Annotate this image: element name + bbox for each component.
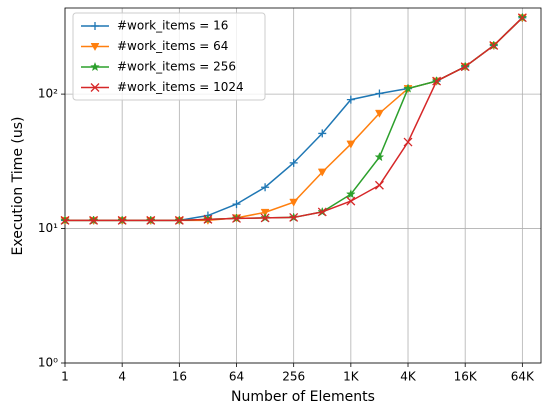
x-tick-label: 256 <box>282 370 305 384</box>
legend-label: #work_items = 256 <box>117 60 236 74</box>
marker <box>403 83 413 93</box>
marker <box>60 215 70 225</box>
marker <box>489 41 499 50</box>
x-tick-label: 64 <box>229 370 244 384</box>
marker <box>460 62 470 72</box>
marker <box>289 212 299 222</box>
y-tick-label: 10⁰ <box>38 356 58 370</box>
legend-marker <box>91 22 99 30</box>
x-axis-label: Number of Elements <box>231 389 375 405</box>
x-tick-label: 16 <box>172 370 187 384</box>
marker <box>432 76 442 86</box>
x-tick-label: 16K <box>454 370 478 384</box>
legend-marker <box>90 83 100 92</box>
marker <box>374 151 385 162</box>
marker <box>346 196 356 206</box>
x-tick-label: 64K <box>511 370 535 384</box>
marker <box>117 215 127 225</box>
y-tick-label: 10² <box>38 87 58 101</box>
y-axis-label: Execution Time (us) <box>10 117 26 256</box>
marker <box>203 214 213 224</box>
y-tick-label: 10¹ <box>38 221 58 235</box>
x-tick-label: 4 <box>118 370 126 384</box>
legend-label: #work_items = 1024 <box>117 80 244 94</box>
marker <box>346 140 356 149</box>
marker <box>289 158 298 167</box>
marker <box>232 200 241 209</box>
marker <box>146 215 156 225</box>
marker <box>289 198 299 207</box>
marker <box>260 208 270 217</box>
marker <box>403 137 413 147</box>
marker <box>345 189 356 199</box>
x-tick-label: 1K <box>343 370 360 384</box>
legend-box <box>72 12 266 101</box>
marker <box>517 13 527 23</box>
marker <box>260 213 270 223</box>
legend-label: #work_items = 64 <box>117 39 228 53</box>
legend-marker <box>90 61 100 72</box>
marker <box>318 129 327 138</box>
marker <box>232 213 241 223</box>
legend: #work_items = 16 #work_items = 64 #work_it… <box>72 12 266 101</box>
marker <box>174 215 184 225</box>
legend-marker <box>90 43 100 52</box>
marker <box>317 168 327 177</box>
marker <box>317 207 327 217</box>
legend-label: #work_items = 16 <box>117 19 228 33</box>
x-tick-label: 1 <box>61 370 69 384</box>
marker <box>261 183 270 192</box>
plot-frame <box>64 7 542 364</box>
marker <box>346 95 355 104</box>
marker <box>374 180 384 190</box>
marker <box>375 89 384 98</box>
x-tick-label: 4K <box>400 370 417 384</box>
marker <box>89 215 99 225</box>
marker <box>375 109 384 118</box>
